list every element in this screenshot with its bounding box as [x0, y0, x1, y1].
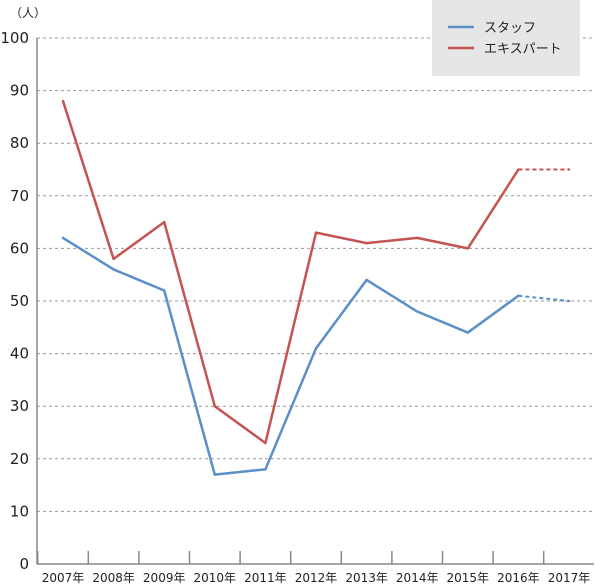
- series-line-1: [61, 100, 520, 445]
- data-point: [213, 405, 216, 408]
- legend-label-staff: スタッフ: [484, 21, 536, 36]
- series-projection-0: [518, 294, 570, 302]
- data-point: [466, 247, 469, 250]
- data-point: [61, 99, 65, 103]
- data-point: [314, 231, 318, 234]
- y-tick-label: 30: [10, 397, 29, 415]
- data-point: [163, 220, 166, 224]
- data-point: [163, 289, 166, 292]
- x-tick-label: 2016年: [497, 571, 540, 585]
- data-point: [264, 468, 267, 471]
- y-tick-label: 20: [10, 450, 29, 468]
- x-tick-label: 2015年: [447, 571, 490, 585]
- y-tick-label: 50: [10, 292, 29, 310]
- grid-lines: [37, 37, 594, 512]
- y-tick-label: 10: [10, 502, 29, 520]
- data-point: [517, 168, 520, 171]
- x-tick-label: 2017年: [548, 571, 591, 585]
- y-tick-label: 90: [10, 82, 29, 100]
- series-lines: [61, 99, 571, 476]
- legend: スタッフ エキスパート: [432, 0, 580, 76]
- data-point: [213, 473, 216, 476]
- x-tick-label: 2009年: [143, 571, 186, 585]
- y-axis-labels: 0 10 20 30 40 50 60 70 80 90 100: [0, 29, 29, 573]
- data-point: [416, 236, 419, 240]
- data-point: [112, 257, 115, 261]
- x-tick-label: 2014年: [396, 571, 439, 585]
- data-point: [365, 278, 368, 282]
- data-point: [567, 299, 571, 303]
- data-point: [264, 441, 267, 445]
- data-point: [314, 347, 318, 350]
- legend-background: [432, 0, 580, 76]
- axes: [36, 38, 594, 565]
- y-tick-label: 70: [10, 187, 29, 205]
- x-tick-label: 2013年: [345, 571, 388, 585]
- y-axis-unit-label: （人）: [10, 6, 46, 20]
- data-point: [365, 241, 368, 245]
- data-point: [466, 331, 469, 334]
- x-tick-label: 2012年: [295, 571, 338, 585]
- data-point: [61, 236, 65, 240]
- data-point: [416, 310, 419, 313]
- x-axis-labels: 2007年 2008年 2009年 2010年 2011年 2012年 2013年 2014年…: [42, 571, 591, 585]
- y-tick-label: 0: [19, 555, 29, 573]
- x-tick-label: 2010年: [194, 571, 237, 585]
- series-line-0: [62, 236, 520, 476]
- data-point: [567, 168, 571, 171]
- y-tick-label: 60: [10, 239, 29, 257]
- x-tick-label: 2011年: [244, 571, 287, 585]
- y-tick-label: 80: [10, 134, 29, 152]
- data-point: [517, 294, 520, 297]
- x-tick-label: 2008年: [92, 571, 135, 585]
- y-tick-label: 100: [0, 29, 29, 47]
- legend-label-expert: エキスパート: [484, 42, 562, 57]
- x-axis-ticks: [36, 551, 545, 564]
- y-tick-label: 40: [10, 345, 29, 363]
- x-tick-label: 2007年: [42, 571, 85, 585]
- data-point: [112, 268, 115, 271]
